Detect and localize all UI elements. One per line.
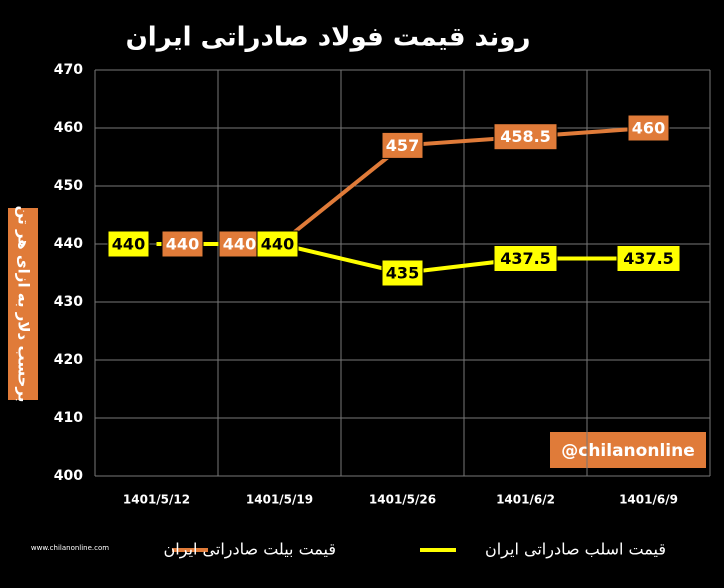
value-label: 440 bbox=[166, 235, 199, 254]
value-label-box bbox=[381, 259, 424, 287]
value-label-box bbox=[616, 245, 681, 272]
value-label: 457 bbox=[386, 136, 419, 155]
value-label: 458.5 bbox=[500, 127, 551, 146]
x-tick-label: 1401/6/2 bbox=[496, 493, 555, 507]
x-tick-label: 1401/6/9 bbox=[619, 493, 678, 507]
y-axis-label: برحسب دلار به ازای هر تن bbox=[15, 206, 33, 403]
y-tick-label: 410 bbox=[54, 410, 83, 426]
value-label-box bbox=[493, 245, 558, 272]
y-tick-label: 420 bbox=[54, 352, 83, 368]
value-label: 460 bbox=[632, 119, 665, 138]
value-label-box bbox=[627, 114, 670, 142]
y-label-box bbox=[8, 208, 38, 400]
legend-label: قیمت اسلب صادراتی ایران bbox=[485, 540, 666, 560]
y-tick-label: 430 bbox=[54, 294, 83, 310]
value-label-box bbox=[218, 230, 261, 258]
value-label-box bbox=[161, 230, 204, 258]
value-label-box bbox=[493, 123, 558, 151]
x-tick-label: 1401/5/26 bbox=[369, 493, 436, 507]
y-tick-label: 440 bbox=[54, 236, 83, 252]
value-label: 435 bbox=[386, 264, 419, 283]
x-tick-label: 1401/5/12 bbox=[123, 493, 190, 507]
legend-label: قیمت بیلت صادراتی ایران bbox=[164, 540, 336, 560]
value-label-box bbox=[381, 131, 424, 159]
x-tick-label: 1401/5/19 bbox=[246, 493, 313, 507]
logo-url: www.chilanonline.com bbox=[31, 544, 109, 552]
value-label: 440 bbox=[223, 235, 256, 254]
value-label: 440 bbox=[261, 235, 294, 254]
annotation: @chilanonline bbox=[561, 441, 694, 461]
value-label: 437.5 bbox=[623, 249, 674, 268]
value-label: 440 bbox=[112, 235, 145, 254]
value-label: 437.5 bbox=[500, 249, 551, 268]
value-label-box bbox=[107, 230, 150, 258]
chart-title: روند قیمت فولاد صادراتی ایران bbox=[126, 23, 531, 53]
y-tick-label: 470 bbox=[54, 62, 83, 78]
value-label-box bbox=[256, 230, 299, 258]
y-tick-label: 460 bbox=[54, 120, 83, 136]
annotation-box bbox=[550, 432, 706, 468]
y-tick-label: 400 bbox=[54, 468, 83, 484]
y-tick-label: 450 bbox=[54, 178, 83, 194]
